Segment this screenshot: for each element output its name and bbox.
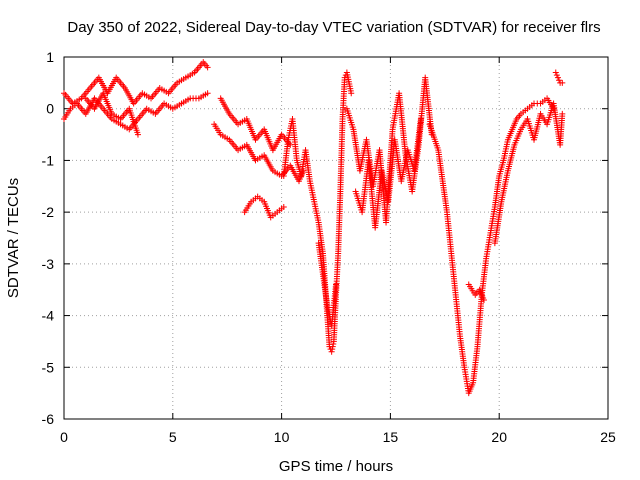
y-tick-label: 1 [46,49,54,65]
data-point [134,131,141,138]
data-point [204,64,211,71]
y-tick-label: -1 [42,152,55,168]
x-axis-label: GPS time / hours [279,458,393,475]
data-point [417,116,424,123]
y-tick-label: -5 [42,359,55,375]
x-tick-label: 10 [274,429,290,445]
data-point [552,69,559,76]
data-point [559,79,566,86]
x-tick-label: 20 [491,429,507,445]
chart-title: Day 350 of 2022, Sidereal Day-to-day VTE… [67,19,600,36]
y-tick-label: -3 [42,256,55,272]
data-points [61,59,566,397]
data-point [348,90,355,97]
y-tick-label: -2 [42,204,55,220]
y-tick-label: 0 [46,101,54,117]
plot-border [63,56,609,420]
x-tick-label: 0 [60,429,68,445]
data-point [480,297,487,304]
data-point-interp [330,341,337,348]
y-axis-label: SDTVAR / TECUs [5,178,22,298]
data-point [280,203,287,210]
x-tick-label: 5 [169,429,177,445]
data-point [341,74,348,81]
grid-lines [64,57,608,419]
y-tick-label: -4 [42,308,55,324]
y-tick-label: -6 [42,411,55,427]
x-tick-label: 15 [383,429,399,445]
data-point-interp [329,343,336,350]
data-point-interp [556,77,563,84]
x-tick-label: 25 [600,429,616,445]
data-point-interp [553,72,560,79]
data-point [554,74,561,81]
data-point [328,348,335,355]
data-point-interp [329,346,336,353]
data-point [333,281,339,288]
data-point [559,110,566,117]
data-point [204,90,211,97]
